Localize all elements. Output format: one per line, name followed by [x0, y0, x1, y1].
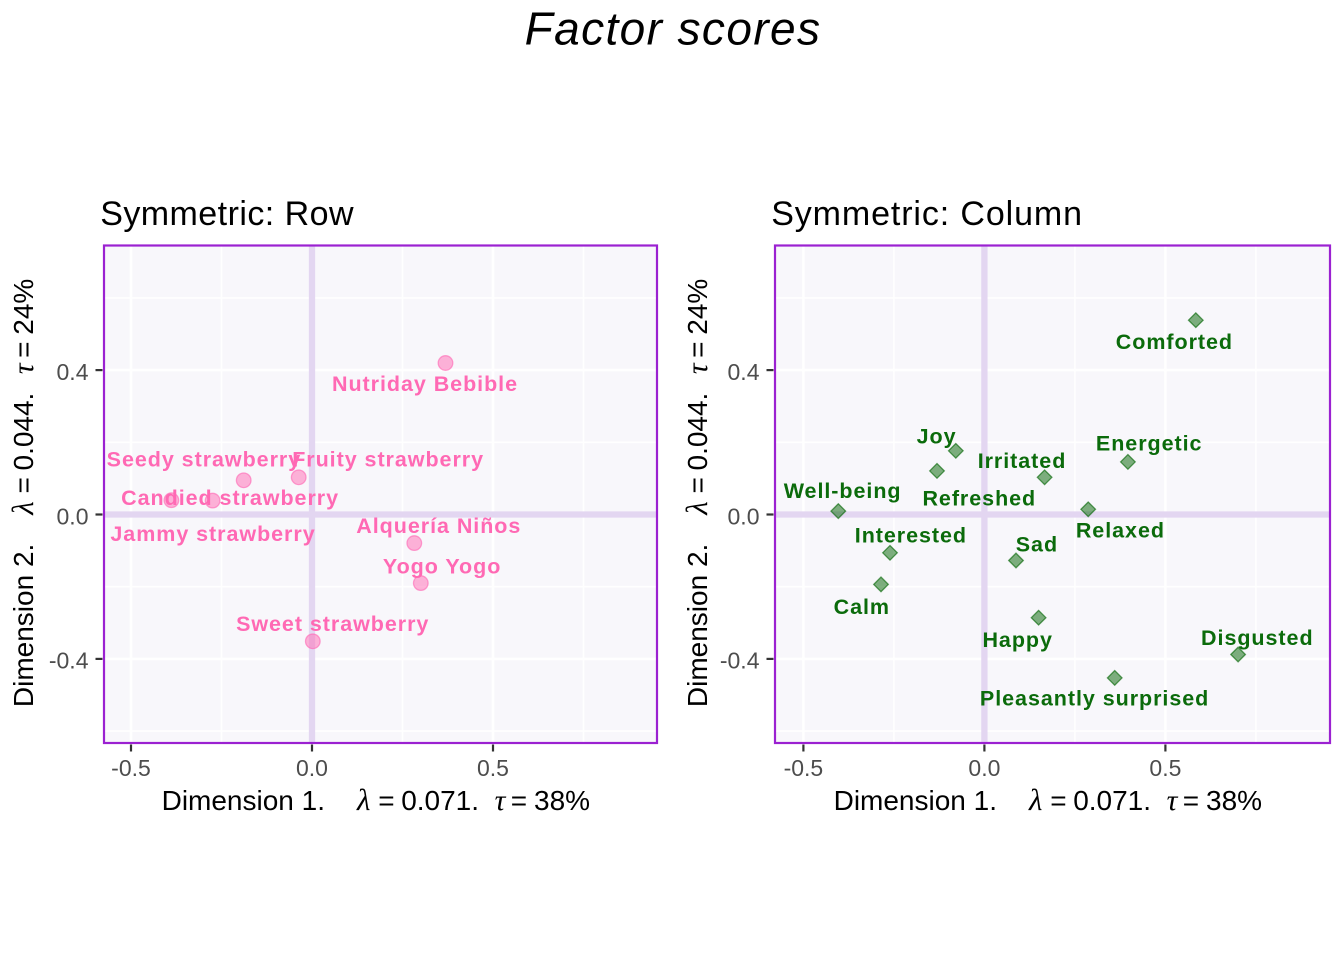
svg-text:Happy: Happy: [982, 628, 1052, 652]
svg-text:-0.4: -0.4: [49, 648, 89, 674]
svg-text:Fruity strawberry: Fruity strawberry: [292, 447, 484, 471]
svg-text:Joy: Joy: [917, 425, 957, 449]
svg-text:0.0: 0.0: [57, 503, 89, 529]
svg-text:Dimension 1.λ=0.071.τ=38%: Dimension 1. λ = 0.071. τ = 38%: [834, 782, 1262, 817]
svg-text:0.5: 0.5: [1149, 755, 1181, 781]
svg-text:0.0: 0.0: [968, 755, 1000, 781]
svg-text:0.0: 0.0: [728, 503, 760, 529]
svg-text:0.5: 0.5: [477, 755, 509, 781]
svg-text:Symmetric: Row: Symmetric: Row: [100, 195, 354, 233]
svg-text:Relaxed: Relaxed: [1076, 519, 1165, 543]
svg-text:Jammy strawberry: Jammy strawberry: [110, 522, 315, 546]
svg-text:Alquería Niños: Alquería Niños: [356, 514, 521, 538]
svg-text:Disgusted: Disgusted: [1201, 626, 1313, 650]
svg-text:Dimension 2.λ=0.044.τ=24%: Dimension 2.λ=0.044.τ=24%: [5, 279, 40, 707]
svg-text:-0.5: -0.5: [111, 755, 151, 781]
svg-text:0.0: 0.0: [296, 755, 328, 781]
svg-text:Yogo Yogo: Yogo Yogo: [383, 555, 501, 579]
svg-text:Seedy strawberry: Seedy strawberry: [107, 447, 301, 471]
svg-text:Irritated: Irritated: [978, 449, 1067, 473]
svg-text:Sweet strawberry: Sweet strawberry: [236, 612, 429, 636]
svg-text:Pleasantly surprised: Pleasantly surprised: [980, 687, 1209, 711]
svg-text:Refreshed: Refreshed: [922, 487, 1036, 511]
svg-text:Interested: Interested: [855, 524, 967, 548]
svg-text:Dimension 1.λ=0.071.τ=38%: Dimension 1. λ = 0.071. τ = 38%: [162, 782, 590, 817]
svg-text:Energetic: Energetic: [1096, 431, 1203, 455]
svg-text:Factor scores: Factor scores: [525, 3, 822, 55]
svg-text:Sad: Sad: [1016, 533, 1058, 557]
svg-text:Dimension 2.λ=0.044.τ=24%: Dimension 2.λ=0.044.τ=24%: [679, 279, 714, 707]
svg-text:-0.4: -0.4: [720, 648, 760, 674]
svg-text:Calm: Calm: [834, 595, 890, 619]
svg-text:Well-being: Well-being: [784, 479, 902, 503]
svg-text:0.4: 0.4: [57, 359, 89, 385]
svg-text:Nutriday Bebible: Nutriday Bebible: [332, 372, 518, 396]
svg-text:Candied strawberry: Candied strawberry: [121, 486, 339, 510]
svg-text:Symmetric: Column: Symmetric: Column: [771, 195, 1083, 233]
svg-text:0.4: 0.4: [728, 359, 760, 385]
svg-text:Comforted: Comforted: [1116, 330, 1233, 354]
svg-text:-0.5: -0.5: [784, 755, 824, 781]
